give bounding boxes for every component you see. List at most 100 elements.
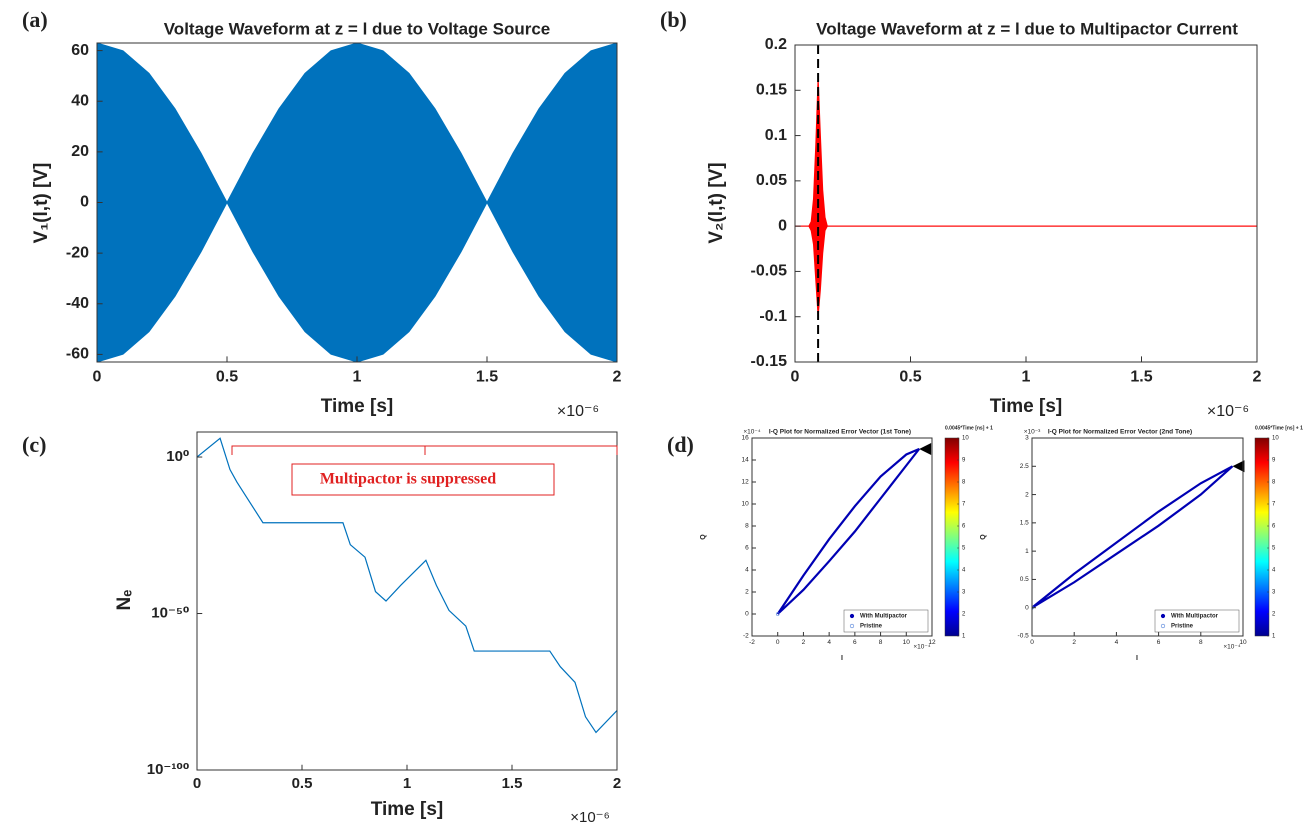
y-tick-label: 10⁻¹⁰⁰ bbox=[147, 761, 190, 778]
x-tick-label: 10 bbox=[1239, 639, 1247, 646]
y-axis-label: Q bbox=[700, 534, 707, 540]
y-tick-label: -40 bbox=[66, 295, 89, 312]
legend-marker bbox=[849, 613, 855, 619]
legend-label: With Multipactor bbox=[1171, 614, 1219, 620]
plot-marks bbox=[197, 437, 617, 734]
x-tick-label: 6 bbox=[1157, 639, 1161, 646]
plot-area bbox=[795, 45, 1257, 362]
plot-area bbox=[1032, 438, 1243, 636]
y-tick-label: -0.1 bbox=[759, 308, 787, 325]
x-tick-label: 10 bbox=[903, 639, 911, 646]
y-tick-label: 8 bbox=[745, 523, 749, 530]
y-tick-label: 2 bbox=[745, 589, 749, 596]
x-multiplier: ×10⁻⁶ bbox=[570, 809, 610, 826]
y-axis-label: V₂(l,t) [V] bbox=[706, 162, 727, 243]
chart-title: Voltage Waveform at z = l due to Multipa… bbox=[816, 19, 1238, 38]
x-tick-label: 1.5 bbox=[476, 368, 498, 385]
colorbar-tick-label: 6 bbox=[1272, 524, 1276, 530]
annotation: Multipactor is suppressed bbox=[320, 471, 496, 488]
axes-box bbox=[794, 44, 1258, 363]
y-tick-label: 0.2 bbox=[765, 36, 787, 53]
y-tick-label: 0 bbox=[1025, 604, 1029, 611]
legend-label: Pristine bbox=[860, 624, 883, 630]
x-tick-label: 12 bbox=[928, 639, 936, 646]
x-tick-label: 1.5 bbox=[502, 775, 523, 792]
x-multiplier: ×10⁻⁴ bbox=[1223, 644, 1240, 651]
x-multiplier: ×10⁻⁶ bbox=[557, 403, 599, 420]
y-tick-label: 2 bbox=[1025, 491, 1029, 498]
colorbar-tick-label: 10 bbox=[1272, 436, 1279, 442]
y-tick-label: -60 bbox=[66, 346, 89, 363]
x-tick-label: 0.5 bbox=[216, 368, 238, 385]
y-tick-label: 4 bbox=[745, 567, 749, 574]
y-tick-label: 2.5 bbox=[1020, 463, 1029, 470]
y-tick-label: 1 bbox=[1025, 548, 1029, 555]
y-tick-label: 0 bbox=[778, 217, 787, 234]
x-tick-label: 1 bbox=[1022, 368, 1031, 385]
legend-marker bbox=[1160, 613, 1166, 619]
x-tick-label: 2 bbox=[613, 775, 621, 792]
y-tick-label: 40 bbox=[71, 92, 89, 109]
x-tick-label: 1 bbox=[353, 368, 362, 385]
x-axis-label: Time [s] bbox=[990, 396, 1063, 417]
annotation-box bbox=[291, 463, 555, 496]
line bbox=[197, 437, 617, 734]
legend bbox=[1154, 609, 1240, 633]
colorbar-tick-label: 8 bbox=[1272, 480, 1276, 486]
legend bbox=[843, 609, 929, 633]
colorbar-tick-label: 3 bbox=[1272, 590, 1276, 596]
x-tick-label: 0.5 bbox=[292, 775, 313, 792]
x-tick-label: 6 bbox=[853, 639, 857, 646]
colorbar-tick-label: 2 bbox=[962, 612, 966, 618]
y-tick-label: 14 bbox=[742, 457, 750, 464]
y-tick-label: -0.15 bbox=[751, 353, 788, 370]
area bbox=[97, 43, 617, 204]
axes-box bbox=[196, 431, 618, 771]
y-tick-label: 0 bbox=[80, 194, 89, 211]
y-multiplier: ×10⁻³ bbox=[1024, 429, 1041, 436]
panel: (d) I-Q Plot for Normalized Error Vector … bbox=[667, 425, 993, 662]
x-multiplier: ×10⁻⁶ bbox=[1207, 403, 1249, 420]
y-axis-label: Q bbox=[980, 534, 987, 540]
colorbar bbox=[1254, 437, 1270, 637]
colorbar-tick-label: 7 bbox=[1272, 502, 1276, 508]
x-tick-label: 1.5 bbox=[1130, 368, 1152, 385]
panel-label: (c) bbox=[22, 432, 46, 457]
y-tick-label: 12 bbox=[742, 479, 750, 486]
panel-label: (a) bbox=[22, 7, 48, 32]
colorbar-tick-label: 4 bbox=[1272, 568, 1276, 574]
x-tick-label: 0 bbox=[776, 639, 780, 646]
colorbar-tick-label: 4 bbox=[962, 568, 966, 574]
time-pointer bbox=[1232, 460, 1245, 473]
colorbar-tick-label: 6 bbox=[962, 524, 966, 530]
y-tick-label: 10⁻⁵⁰ bbox=[151, 604, 189, 621]
y-tick-label: 3 bbox=[1025, 435, 1029, 442]
x-tick-label: 0 bbox=[1030, 639, 1034, 646]
area bbox=[795, 225, 1257, 317]
panel-label: (d) bbox=[667, 432, 694, 457]
y-tick-label: 6 bbox=[745, 545, 749, 552]
panel: I-Q Plot for Normalized Error Vector (2n… bbox=[980, 425, 1303, 662]
colorbar-tick-label: 1 bbox=[962, 634, 966, 640]
colorbar-label: 0.0045*Time [ns] + 1 bbox=[945, 425, 993, 431]
y-tick-label: -20 bbox=[66, 244, 89, 261]
y-multiplier: ×10⁻⁴ bbox=[743, 429, 760, 436]
iq-trace bbox=[1032, 465, 1234, 609]
colorbar-tick-label: 8 bbox=[962, 480, 966, 486]
x-tick-label: 0 bbox=[93, 368, 102, 385]
colorbar-tick-label: 9 bbox=[1272, 458, 1276, 464]
panel: (c) 0 0.5 1 1.5 2 10⁻¹⁰⁰ 10⁻⁵⁰ 10⁰ Time [s] ×10⁻⁶ N… bbox=[22, 431, 621, 826]
y-tick-label: 10⁰ bbox=[166, 448, 189, 465]
x-tick-label: 8 bbox=[1199, 639, 1203, 646]
chart-title: Voltage Waveform at z = l due to Voltage… bbox=[164, 19, 551, 38]
x-tick-label: 8 bbox=[879, 639, 883, 646]
y-tick-label: 1.5 bbox=[1020, 520, 1029, 527]
x-axis-label: Time [s] bbox=[321, 396, 394, 417]
x-tick-label: 2 bbox=[613, 368, 622, 385]
panel-label: (b) bbox=[660, 7, 687, 32]
legend-marker bbox=[1160, 623, 1166, 629]
x-axis-label: I bbox=[841, 655, 843, 662]
y-axis-label: Nₑ bbox=[114, 590, 135, 611]
x-axis-label: I bbox=[1136, 655, 1138, 662]
